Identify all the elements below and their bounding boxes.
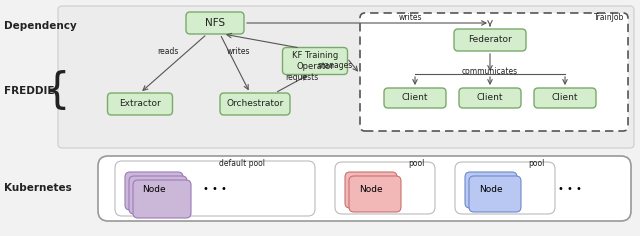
FancyBboxPatch shape — [186, 12, 244, 34]
FancyBboxPatch shape — [125, 172, 183, 210]
Text: pool: pool — [408, 160, 425, 169]
Text: Client: Client — [477, 93, 503, 102]
Text: reads: reads — [157, 46, 179, 55]
Text: • • •: • • • — [558, 184, 582, 194]
FancyBboxPatch shape — [534, 88, 596, 108]
FancyBboxPatch shape — [465, 172, 517, 208]
Text: Node: Node — [479, 185, 503, 194]
FancyBboxPatch shape — [454, 29, 526, 51]
Text: Node: Node — [142, 185, 166, 194]
FancyBboxPatch shape — [133, 180, 191, 218]
Text: {: { — [44, 70, 70, 112]
FancyBboxPatch shape — [108, 93, 173, 115]
FancyBboxPatch shape — [345, 172, 397, 208]
Text: manages: manages — [317, 62, 353, 71]
FancyBboxPatch shape — [220, 93, 290, 115]
Text: requests: requests — [285, 73, 319, 83]
FancyBboxPatch shape — [349, 176, 401, 212]
Text: Dependency: Dependency — [4, 21, 77, 31]
Text: Client: Client — [552, 93, 579, 102]
FancyBboxPatch shape — [360, 13, 628, 131]
FancyBboxPatch shape — [469, 176, 521, 212]
FancyBboxPatch shape — [58, 6, 634, 148]
Text: NFS: NFS — [205, 18, 225, 28]
FancyBboxPatch shape — [98, 156, 631, 221]
Text: pool: pool — [529, 160, 545, 169]
Text: Federator: Federator — [468, 35, 512, 45]
Text: KF Training
Operator: KF Training Operator — [292, 51, 338, 71]
FancyBboxPatch shape — [459, 88, 521, 108]
Text: Node: Node — [359, 185, 383, 194]
Text: writes: writes — [227, 46, 250, 55]
FancyBboxPatch shape — [282, 47, 348, 75]
Text: Extractor: Extractor — [119, 100, 161, 109]
Text: default pool: default pool — [219, 160, 265, 169]
Text: Client: Client — [402, 93, 428, 102]
Text: • • •: • • • — [203, 184, 227, 194]
Text: TrainJob: TrainJob — [594, 13, 624, 22]
Text: FREDDIE: FREDDIE — [4, 86, 54, 96]
FancyBboxPatch shape — [129, 176, 187, 214]
Text: communicates: communicates — [462, 67, 518, 76]
Text: Orchestrator: Orchestrator — [227, 100, 284, 109]
FancyBboxPatch shape — [384, 88, 446, 108]
Text: writes: writes — [398, 13, 422, 22]
Text: Kubernetes: Kubernetes — [4, 183, 72, 193]
